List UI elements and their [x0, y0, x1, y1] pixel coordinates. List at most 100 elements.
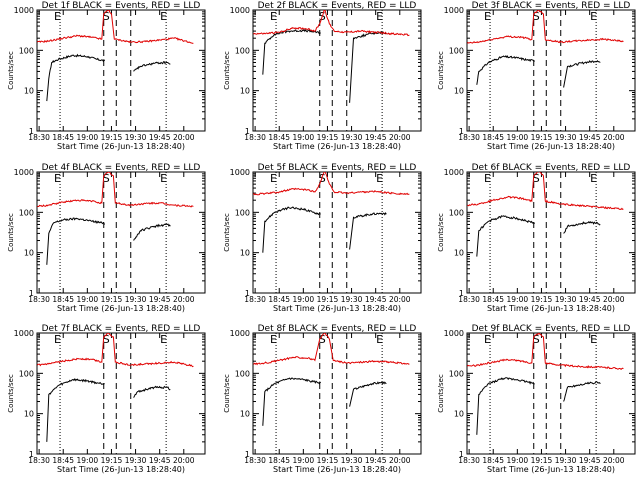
detector-panel-5: Det 5f BLACK = Events, RED = LLD 1 10 100 10…: [223, 163, 422, 313]
y-tick-label: 1000: [14, 329, 34, 338]
x-tick-label: 19:15: [317, 456, 339, 465]
events-series-line: [46, 217, 106, 265]
x-axis-label: Start Time (26-Jun-13 18:28:40): [57, 465, 185, 474]
panel-title: Det 6f BLACK = Events, RED = LLD: [472, 163, 631, 173]
e-marker-label: E: [590, 333, 597, 346]
x-tick-label: 19:45: [365, 133, 387, 142]
e-marker-label: E: [484, 10, 491, 23]
y-axis-label: Counts/sec: [223, 374, 231, 413]
lld-series-line: [467, 172, 624, 211]
y-tick-label: 1000: [444, 168, 464, 177]
detector-panel-1: Det 1f BLACK = Events, RED = LLD 1 10 100 10…: [7, 1, 206, 151]
y-tick-label: 10: [24, 249, 34, 258]
detector-panel-4: Det 4f BLACK = Events, RED = LLD 1 10 100 10…: [7, 163, 206, 313]
y-tick-label: 100: [449, 46, 464, 55]
y-tick-label: 100: [19, 208, 34, 217]
x-tick-label: 18:45: [268, 295, 290, 304]
detector-panel-7: Det 7f BLACK = Events, RED = LLD 1 10 100 10…: [7, 324, 206, 474]
s-marker-label: S: [533, 10, 540, 23]
x-tick-label: 19:15: [531, 295, 553, 304]
x-tick-label: 19:15: [317, 295, 339, 304]
y-tick-label: 1: [459, 450, 464, 459]
events-series-line: [133, 385, 171, 398]
y-tick-label: 10: [240, 87, 250, 96]
y-axis-label: Counts/sec: [437, 51, 445, 90]
lld-series-line: [253, 333, 410, 366]
x-tick-label: 19:30: [125, 133, 147, 142]
x-tick-label: 18:30: [458, 456, 480, 465]
x-tick-label: 18:30: [244, 295, 266, 304]
y-tick-label: 1000: [230, 168, 250, 177]
y-axis-label: Counts/sec: [437, 213, 445, 252]
x-axis-label: Start Time (26-Jun-13 18:28:40): [487, 465, 615, 474]
plot-frame: [252, 332, 422, 455]
events-series-line: [563, 381, 601, 402]
x-tick-label: 20:00: [603, 133, 625, 142]
x-tick-label: 19:30: [341, 295, 363, 304]
y-tick-label: 10: [240, 249, 250, 258]
x-tick-label: 18:30: [28, 295, 50, 304]
panel-title: Det 1f BLACK = Events, RED = LLD: [42, 1, 201, 11]
y-axis-label: Counts/sec: [7, 213, 15, 252]
lld-series-line: [253, 10, 410, 37]
x-tick-label: 19:30: [341, 133, 363, 142]
y-tick-label: 1000: [444, 329, 464, 338]
x-tick-label: 18:30: [244, 456, 266, 465]
x-tick-label: 18:45: [52, 456, 74, 465]
x-tick-label: 18:45: [52, 295, 74, 304]
y-axis-label: Counts/sec: [7, 374, 15, 413]
events-series-line: [262, 377, 322, 426]
events-series-line: [476, 215, 536, 257]
plot-frame: [466, 171, 636, 294]
x-tick-label: 20:00: [603, 295, 625, 304]
x-tick-label: 19:00: [507, 133, 529, 142]
panel-title: Det 3f BLACK = Events, RED = LLD: [472, 1, 631, 11]
e-marker-label: E: [484, 333, 491, 346]
e-marker-label: E: [54, 172, 61, 185]
lld-series-line: [253, 172, 410, 196]
x-axis-label: Start Time (26-Jun-13 18:28:40): [57, 142, 185, 151]
lld-series-line: [37, 10, 194, 44]
e-marker-label: E: [590, 172, 597, 185]
panel-title: Det 8f BLACK = Events, RED = LLD: [258, 324, 417, 334]
e-marker-label: E: [484, 172, 491, 185]
x-tick-label: 19:00: [77, 295, 99, 304]
y-tick-label: 100: [235, 369, 250, 378]
y-axis-label: Counts/sec: [223, 51, 231, 90]
s-marker-label: S: [103, 10, 110, 23]
plot-frame: [466, 332, 636, 455]
x-tick-label: 19:00: [293, 295, 315, 304]
x-tick-label: 19:15: [317, 133, 339, 142]
panel-title: Det 4f BLACK = Events, RED = LLD: [42, 163, 201, 173]
x-tick-label: 20:00: [173, 133, 195, 142]
x-tick-label: 18:45: [52, 133, 74, 142]
x-tick-label: 19:15: [101, 456, 123, 465]
events-series-line: [349, 211, 387, 250]
x-tick-label: 20:00: [389, 456, 411, 465]
plot-frame: [252, 171, 422, 294]
x-tick-label: 19:30: [555, 295, 577, 304]
detector-panel-8: Det 8f BLACK = Events, RED = LLD 1 10 100 10…: [223, 324, 422, 474]
y-tick-label: 1: [245, 127, 250, 136]
e-marker-label: E: [160, 172, 167, 185]
events-series-line: [349, 31, 387, 103]
x-tick-label: 19:30: [555, 133, 577, 142]
x-tick-label: 19:45: [579, 295, 601, 304]
x-tick-label: 18:45: [482, 456, 504, 465]
events-series-line: [262, 28, 321, 75]
detector-panel-2: Det 2f BLACK = Events, RED = LLD 1 10 100 10…: [223, 1, 422, 151]
y-tick-label: 10: [240, 410, 250, 419]
x-tick-label: 19:30: [341, 456, 363, 465]
y-tick-label: 1000: [444, 6, 464, 15]
y-axis-label: Counts/sec: [7, 51, 15, 90]
s-marker-label: S: [533, 172, 540, 185]
plot-frame: [252, 9, 422, 132]
x-tick-label: 19:00: [77, 133, 99, 142]
events-series-line: [476, 55, 535, 85]
e-marker-label: E: [376, 10, 383, 23]
y-tick-label: 100: [19, 369, 34, 378]
e-marker-label: E: [54, 333, 61, 346]
detector-panel-9: Det 9f BLACK = Events, RED = LLD 1 10 100 10…: [437, 324, 636, 474]
detector-panel-3: Det 3f BLACK = Events, RED = LLD 1 10 100 10…: [437, 1, 636, 151]
